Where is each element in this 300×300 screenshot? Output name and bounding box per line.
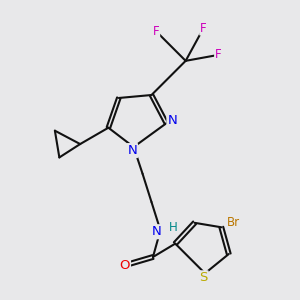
Text: O: O	[119, 260, 130, 272]
Text: H: H	[169, 221, 177, 234]
Text: F: F	[215, 48, 222, 62]
Text: N: N	[127, 144, 137, 157]
Text: N: N	[152, 225, 162, 238]
Text: F: F	[153, 25, 159, 38]
Text: N: N	[167, 114, 177, 127]
Text: Br: Br	[227, 216, 240, 229]
Text: F: F	[200, 22, 207, 34]
Text: S: S	[199, 271, 208, 284]
